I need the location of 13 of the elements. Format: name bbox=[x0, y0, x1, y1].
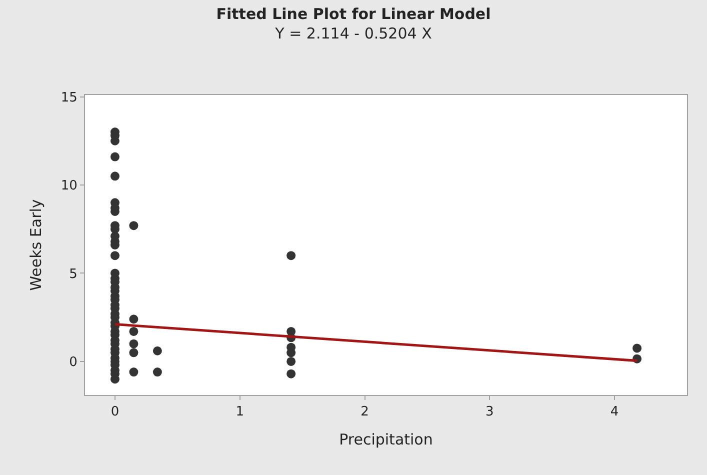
x-tick-label: 2 bbox=[360, 404, 369, 420]
y-tick-label: 5 bbox=[69, 266, 78, 282]
x-tick-label: 3 bbox=[486, 404, 494, 420]
y-axis-title: Weeks Early bbox=[27, 199, 46, 291]
x-tick-label: 0 bbox=[110, 404, 120, 420]
y-tick-label: 15 bbox=[60, 90, 78, 106]
chart-title: Fitted Line Plot for Linear Model bbox=[216, 5, 491, 23]
chart-subtitle: Y = 2.114 - 0.5204 X bbox=[274, 24, 432, 42]
x-tick-label: 1 bbox=[236, 404, 244, 420]
y-tick-label: 10 bbox=[60, 178, 78, 194]
x-tick-label: 4 bbox=[610, 404, 619, 420]
y-tick-label: 0 bbox=[69, 355, 78, 370]
x-axis-title: Precipitation bbox=[339, 430, 433, 449]
